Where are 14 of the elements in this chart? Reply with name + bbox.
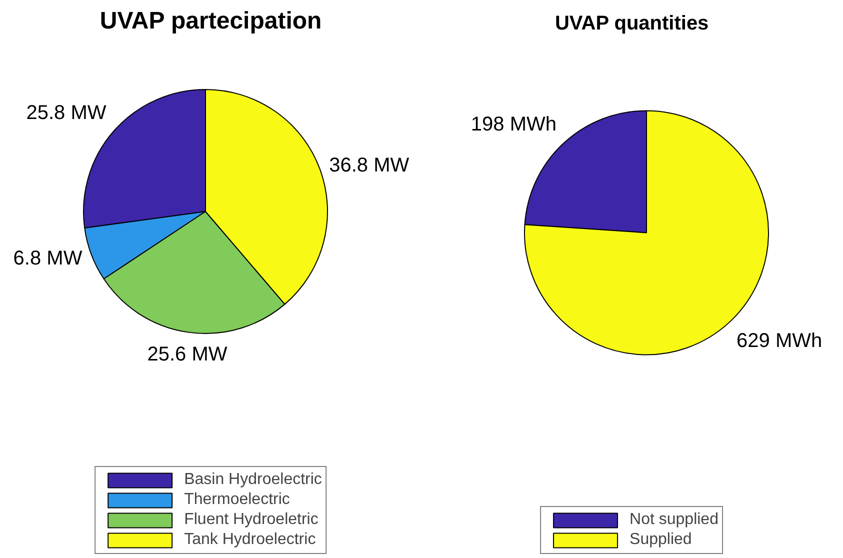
data-label: 36.8 MW — [329, 154, 410, 176]
legend-label: Not supplied — [630, 511, 718, 529]
data-label: 25.8 MW — [26, 102, 106, 124]
data-label: 198 MWh — [470, 113, 556, 136]
legend-label: Basin Hydroelectric — [184, 471, 322, 489]
chart-title: UVAP quantities — [554, 12, 709, 34]
data-label: 629 MWh — [736, 330, 822, 352]
legend-label: Thermoelectric — [184, 491, 290, 509]
legend-label: Tank Hydroelectric — [184, 531, 316, 549]
data-label: 6.8 MW — [13, 248, 82, 270]
chart-title: UVAP partecipation — [100, 8, 322, 34]
legend-label: Supplied — [630, 531, 692, 549]
legend-label: Fluent Hydroeletric — [184, 511, 318, 529]
data-label: 25.6 MW — [147, 344, 228, 366]
